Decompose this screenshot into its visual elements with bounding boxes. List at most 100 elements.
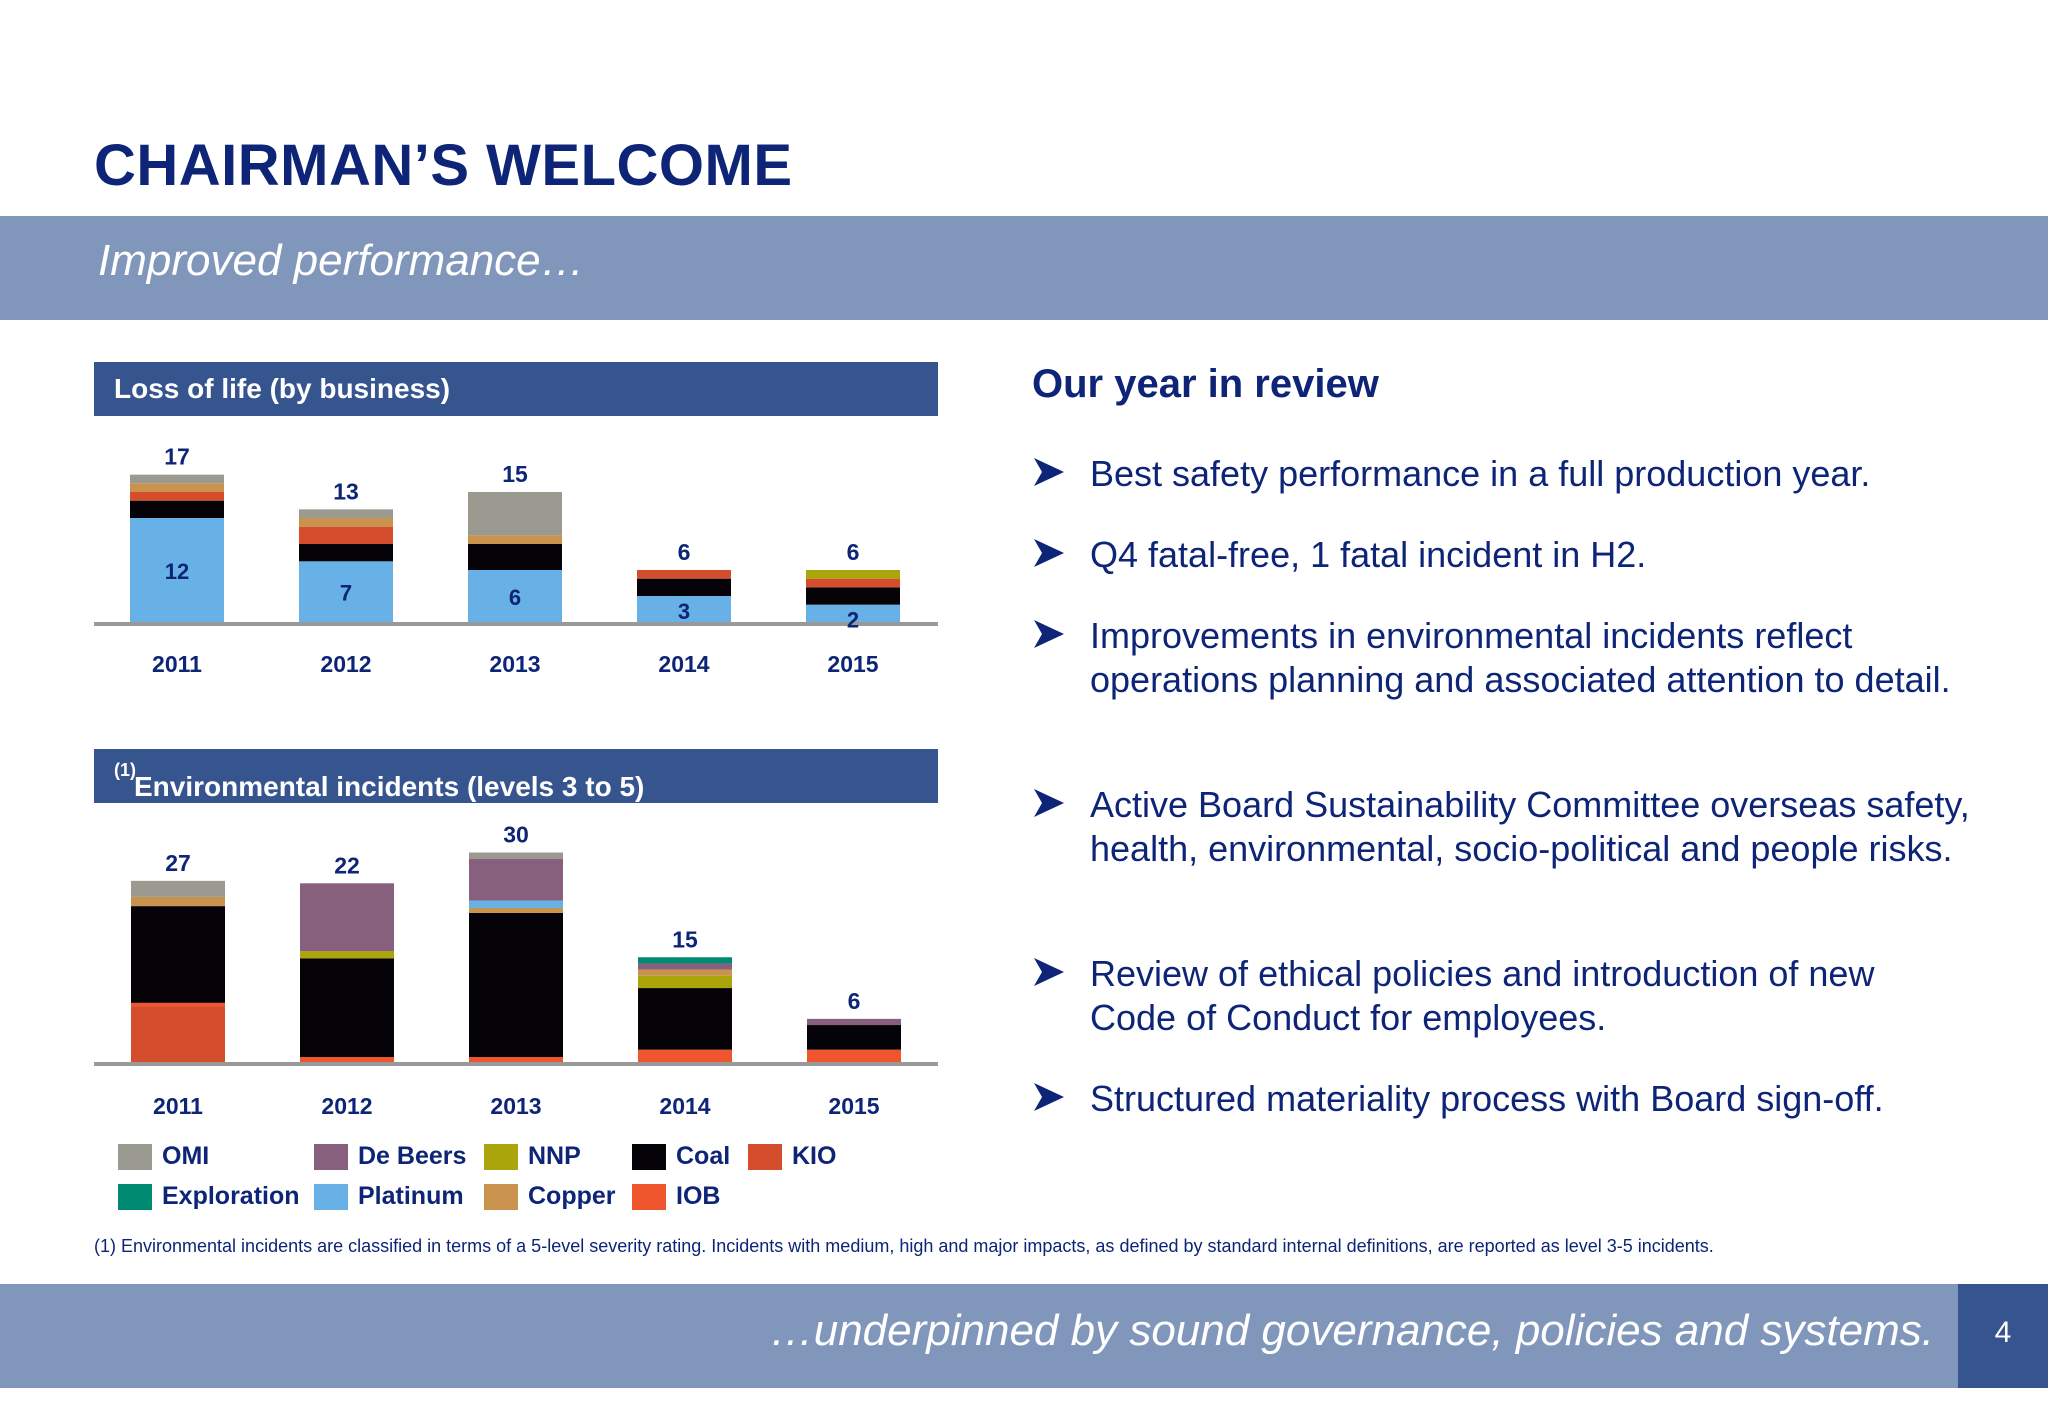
segment-value-label: 6 (509, 585, 521, 610)
page-number: 4 (1994, 1316, 2012, 1349)
bar-segment-iob (131, 1002, 225, 1007)
page-number-box: 4 (1958, 1284, 2048, 1388)
bar-segment-nnp (806, 570, 900, 579)
bar-total-label: 6 (848, 988, 861, 1014)
safety-chart-title: Loss of life (by business) (114, 373, 451, 404)
footnote: (1) Environmental incidents are classifi… (94, 1236, 1714, 1256)
arrow-bullet-icon (1034, 958, 1064, 986)
bar-segment-platinum (469, 900, 563, 908)
legend-swatch (748, 1144, 782, 1170)
legend-label: NNP (528, 1142, 581, 1170)
segment-value-label: 12 (165, 559, 189, 584)
arrow-bullet-icon (1034, 789, 1064, 817)
footnote-marker: (1) (114, 760, 136, 780)
footer-tagline: …underpinned by sound governance, polici… (769, 1306, 1934, 1355)
x-tick-label: 2015 (828, 1093, 879, 1119)
bar-segment-kio (299, 526, 393, 544)
safety-chart-header: Loss of life (by business) (94, 362, 938, 416)
legend-swatch (484, 1144, 518, 1170)
bar-segment-de-beers (638, 963, 732, 970)
bar-segment-kio (131, 1006, 225, 1062)
legend-swatch (632, 1144, 666, 1170)
bar-segment-coal (637, 578, 731, 596)
review-bullet-text: Q4 fatal-free, 1 fatal incident in H2. (1090, 534, 1647, 575)
x-tick-label: 2013 (490, 1093, 541, 1119)
x-tick-label: 2014 (658, 651, 709, 677)
review-bullet-text: Improvements in environmental incidents … (1090, 615, 1951, 700)
bar-segment-coal (299, 544, 393, 562)
legend-swatch (632, 1184, 666, 1210)
bar-segment-omi (131, 880, 225, 897)
bar-segment-omi (299, 509, 393, 518)
legend-label: De Beers (358, 1142, 467, 1170)
bar-segment-kio (806, 578, 900, 588)
bar-segment-de-beers (300, 883, 394, 952)
bar-segment-de-beers (469, 858, 563, 901)
legend-label: Exploration (162, 1182, 300, 1210)
loss-of-life-chart: 12 17 2011 7 13 2012 6 15 2013 3 6 2014 2 6 2015 (94, 444, 938, 677)
bar-segment-omi (468, 492, 562, 536)
bar-total-label: 15 (672, 926, 698, 952)
environment-chart-header: Environmental incidents (levels 3 to 5)(… (94, 749, 938, 803)
x-tick-label: 2012 (320, 651, 371, 677)
legend-label: Copper (528, 1182, 616, 1210)
bar-segment-iob (638, 1049, 732, 1062)
bar-segment-omi (469, 852, 563, 859)
bar-segment-copper (468, 535, 562, 544)
legend-swatch (118, 1184, 152, 1210)
x-tick-label: 2014 (659, 1093, 710, 1119)
arrow-bullet-icon (1034, 1083, 1064, 1111)
bar-segment-exploration (638, 957, 732, 964)
subtitle-text: Improved performance… (98, 236, 585, 285)
bar-total-label: 30 (503, 822, 529, 848)
page-title: CHAIRMAN’S WELCOME (94, 133, 793, 198)
bar-segment-coal (130, 500, 224, 518)
subtitle-banner: Improved performance… (0, 216, 2048, 320)
bar-segment-platinum (468, 570, 562, 622)
x-tick-label: 2015 (827, 651, 878, 677)
bar-segment-coal (806, 587, 900, 605)
bar-segment-de-beers (807, 1018, 901, 1026)
bar-segment-coal (468, 544, 562, 570)
footer-banner: …underpinned by sound governance, polici… (0, 1284, 1958, 1388)
review-bullet-text: Structured materiality process with Boar… (1090, 1078, 1884, 1119)
review-bullet-text: Active Board Sustainability Committee ov… (1090, 784, 1970, 869)
bar-total-label: 17 (164, 444, 190, 470)
bar-segment-nnp (638, 975, 732, 989)
bar-segment-nnp (300, 951, 394, 959)
segment-value-label: 3 (678, 599, 690, 624)
bar-segment-copper (469, 907, 563, 913)
review-bullet-text: Best safety performance in a full produc… (1090, 453, 1871, 494)
environment-chart-title: Environmental incidents (levels 3 to 5) (134, 771, 645, 802)
bar-segment-coal (469, 912, 563, 1058)
x-tick-label: 2011 (153, 1093, 203, 1119)
legend-swatch (484, 1184, 518, 1210)
legend-label: Coal (676, 1142, 731, 1170)
bar-total-label: 22 (334, 852, 360, 878)
bar-segment-iob (300, 1057, 394, 1062)
bar-total-label: 6 (678, 539, 691, 565)
legend-label: IOB (676, 1182, 721, 1210)
x-tick-label: 2013 (489, 651, 540, 677)
bar-segment-kio (637, 570, 731, 579)
review-title: Our year in review (1032, 362, 1379, 406)
bar-segment-platinum (637, 596, 731, 622)
bar-segment-platinum (130, 518, 224, 622)
arrow-bullet-icon (1034, 458, 1064, 486)
bar-segment-coal (807, 1025, 901, 1050)
bar-segment-copper (130, 483, 224, 492)
bar-total-label: 6 (847, 539, 860, 565)
bar-segment-platinum (299, 561, 393, 622)
chart-legend: OMI De Beers NNP Coal KIO Exploration Pl… (118, 1142, 878, 1222)
bar-segment-coal (638, 988, 732, 1050)
legend-swatch (314, 1184, 348, 1210)
segment-value-label: 7 (340, 581, 352, 606)
legend-label: KIO (792, 1142, 837, 1170)
bar-segment-kio (130, 492, 224, 501)
legend-label: OMI (162, 1142, 210, 1170)
segment-value-label: 2 (847, 608, 859, 633)
legend-label: Platinum (358, 1182, 464, 1210)
legend-swatch (118, 1144, 152, 1170)
bar-segment-copper (131, 896, 225, 907)
legend-swatch (314, 1144, 348, 1170)
